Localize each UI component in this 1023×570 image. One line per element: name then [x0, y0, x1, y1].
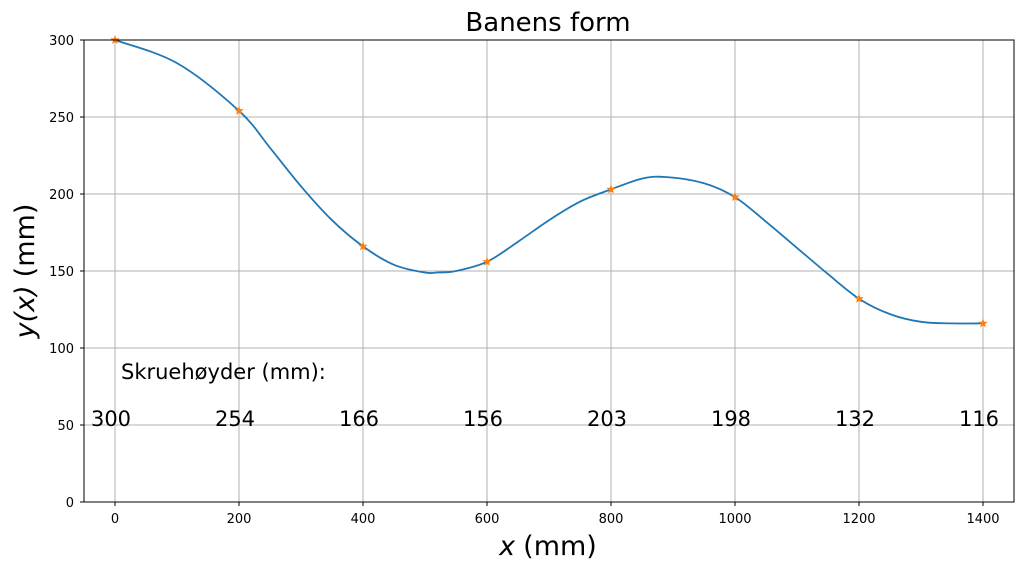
x-axis-var: x	[498, 531, 516, 562]
y-tick-label: 150	[49, 265, 74, 280]
data-markers	[110, 35, 988, 328]
height-value-label: 156	[463, 407, 503, 431]
data-point-marker	[730, 192, 740, 202]
x-tick-label: 1400	[966, 512, 999, 527]
y-tick-label: 250	[49, 111, 74, 126]
ticks: 0 200 400 600 800 1000 1200 1400 0 50 100 150 200 250…	[49, 34, 999, 527]
y-axis-unit: (mm)	[10, 204, 41, 278]
height-value-label: 254	[215, 407, 255, 431]
y-tick-label: 0	[66, 496, 74, 511]
y-axis-var: y(x)	[10, 285, 41, 339]
x-tick-label: 1000	[718, 512, 751, 527]
x-tick-label: 400	[351, 512, 376, 527]
y-tick-label: 50	[57, 419, 74, 434]
y-tick-label: 200	[49, 188, 74, 203]
x-axis-unit: (mm)	[523, 531, 597, 562]
annotation-title: Skruehøyder (mm):	[121, 360, 326, 384]
data-point-marker	[606, 184, 616, 194]
chart-title: Banens form	[465, 8, 630, 38]
data-point-marker	[482, 256, 492, 266]
data-point-marker	[234, 105, 244, 115]
height-value-label: 116	[959, 407, 999, 431]
height-value-label: 166	[339, 407, 379, 431]
x-tick-label: 600	[475, 512, 500, 527]
x-tick-label: 0	[111, 512, 119, 527]
y-tick-label: 300	[49, 34, 74, 49]
curve-line	[114, 39, 984, 325]
grid	[84, 39, 1014, 503]
height-value-label: 132	[835, 407, 875, 431]
y-axis-label: y(x) (mm)	[10, 204, 41, 340]
data-point-marker	[978, 318, 988, 328]
data-point-marker	[358, 241, 368, 251]
x-tick-label: 1200	[842, 512, 875, 527]
x-axis-label: x (mm)	[498, 531, 597, 562]
height-value-label: 198	[711, 407, 751, 431]
y-tick-label: 100	[49, 342, 74, 357]
x-tick-label: 800	[599, 512, 624, 527]
height-annotations: 300 254 166 156 203 198 132 116	[91, 407, 999, 431]
height-value-label: 300	[91, 407, 131, 431]
height-value-label: 203	[587, 407, 627, 431]
data-point-marker	[854, 293, 864, 303]
x-tick-label: 200	[227, 512, 252, 527]
